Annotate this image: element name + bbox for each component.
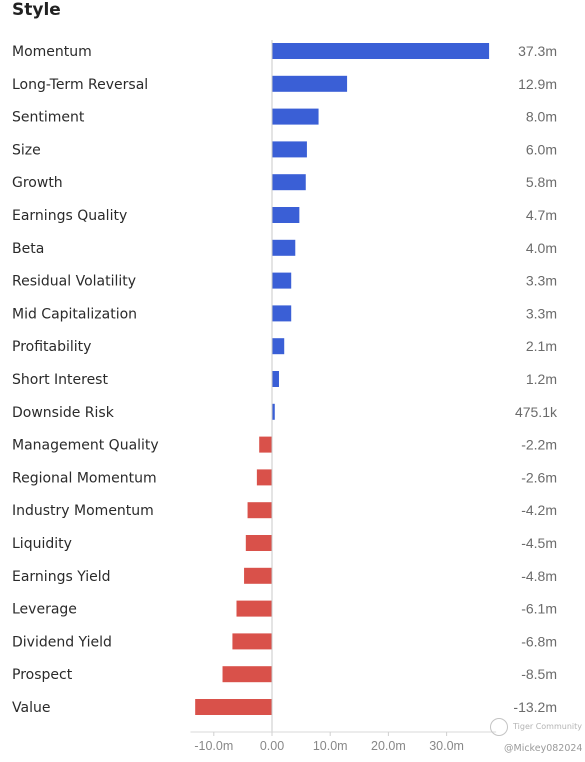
value-label: -8.5m [521,666,557,682]
x-tick-label: 0.00 [260,739,284,753]
tiger-logo-icon [490,718,508,736]
value-label: 4.7m [526,207,557,223]
value-label: -6.1m [521,601,557,617]
category-label: Management Quality [12,438,159,454]
bar [245,535,272,551]
bar [272,272,292,289]
x-tick-label: 30.0m [429,739,464,753]
watermark-brand: Tiger Community [513,722,582,731]
category-label: Industry Momentum [12,503,154,519]
value-label: 2.1m [526,338,557,354]
category-label: Regional Momentum [12,470,157,486]
category-label: Profitability [12,339,91,355]
category-label: Prospect [12,667,73,683]
category-label: Dividend Yield [12,634,112,650]
x-tick-label: 10.0m [313,739,348,753]
bar [272,174,306,191]
bar [247,502,272,519]
watermark-user: @Mickey082024 [504,743,583,754]
bar [272,141,307,158]
value-label: 37.3m [518,43,557,59]
category-label: Value [12,700,50,716]
x-tick-label: -10.0m [194,739,233,753]
category-label: Momentum [12,44,92,60]
bar [272,108,319,125]
bar [195,699,272,715]
category-label: Downside Risk [12,405,115,421]
value-label: -13.2m [513,699,557,715]
bar [272,75,348,92]
watermark: Tiger Community @Mickey082024 [490,716,582,760]
value-label: 3.3m [526,273,557,289]
value-label: 1.2m [526,371,557,387]
category-label: Liquidity [12,536,72,552]
value-label: 4.0m [526,240,557,256]
bar [272,371,279,387]
bar [232,633,272,650]
value-label: 5.8m [526,174,557,190]
category-label: Residual Volatility [12,274,136,290]
category-label: Size [12,142,41,158]
category-label: Long-Term Reversal [12,77,148,93]
x-tick-label: 20.0m [371,739,406,753]
category-label: Mid Capitalization [12,306,137,322]
bar [236,600,272,617]
bar [272,305,292,322]
bar [272,403,275,420]
value-label: 12.9m [518,76,557,92]
category-label: Sentiment [12,110,85,126]
bar [272,239,296,256]
category-label: Beta [12,241,44,257]
bar [222,666,272,683]
value-label: -4.2m [521,502,557,518]
value-label: 475.1k [515,404,558,420]
category-label: Leverage [12,602,77,618]
bar [272,338,285,355]
value-label: -4.8m [521,568,557,584]
bar [244,567,272,584]
value-label: -6.8m [521,633,557,649]
bar [256,469,272,486]
value-label: -2.6m [521,469,557,485]
bar [259,436,272,453]
chart-title: Style [12,0,61,20]
value-label: -2.2m [521,437,557,453]
bar [272,43,490,59]
value-label: 3.3m [526,305,557,321]
value-label: 6.0m [526,141,557,157]
category-label: Short Interest [12,372,108,388]
value-label: 8.0m [526,109,557,125]
category-label: Earnings Quality [12,208,127,224]
category-label: Growth [12,175,63,191]
category-label: Earnings Yield [12,569,111,585]
value-label: -4.5m [521,535,557,551]
bar [272,207,300,223]
